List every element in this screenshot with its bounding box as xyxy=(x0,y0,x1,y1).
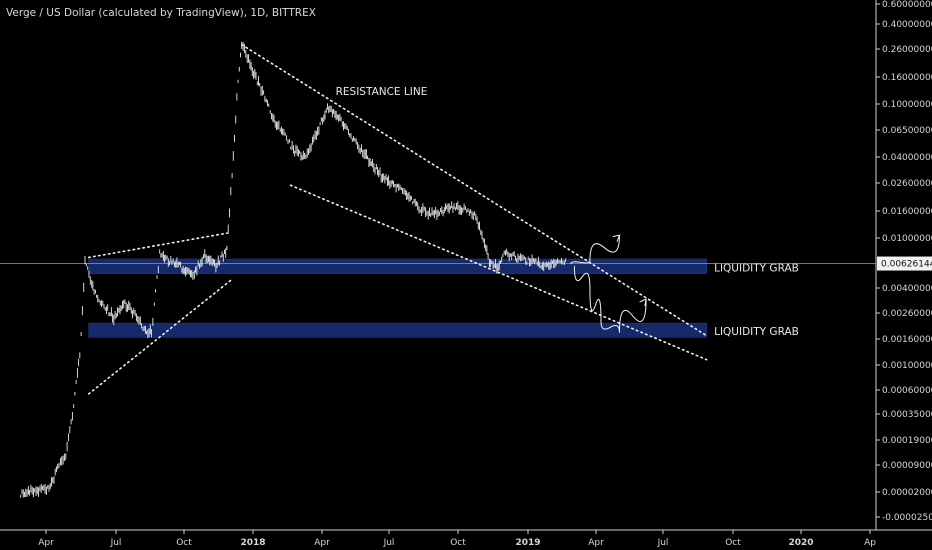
liquidity-grab-upper: LIQUIDITY GRAB xyxy=(714,263,799,275)
liquidity-zone-upper xyxy=(88,258,708,274)
y-tick-label: 0.00400000 xyxy=(882,284,932,294)
resistance-line xyxy=(240,43,708,337)
y-tick-label: 0.40000000 xyxy=(882,20,932,30)
y-tick-label: 0.00160000 xyxy=(882,335,932,345)
x-tick-label: Apr xyxy=(38,538,54,548)
y-tick-label: 0.60000000 xyxy=(882,0,932,10)
x-tick-label: 2018 xyxy=(240,538,265,548)
annotations: RESISTANCE LINE LIQUIDITY GRAB LIQUIDITY G… xyxy=(336,86,799,338)
last-price-value: 0.00626144 xyxy=(881,260,932,270)
bullish-arrow-after-dip xyxy=(573,265,647,333)
y-tick-label: 0.16000000 xyxy=(882,73,932,83)
x-tick-label: Oct xyxy=(725,538,741,548)
x-tick-label: Apr xyxy=(588,538,604,548)
trend-lines xyxy=(87,43,708,395)
y-tick-label: 0.00100000 xyxy=(882,361,932,371)
liquidity-zone-lower xyxy=(88,322,708,338)
y-tick-label: 0.00035000 xyxy=(882,410,932,420)
x-tick-label: 2020 xyxy=(788,538,813,548)
y-tick-label: 0.10000000 xyxy=(882,100,932,110)
y-tick-label: 0.00009000 xyxy=(882,461,932,471)
y-tick-label: 0.00019000 xyxy=(882,436,932,446)
support-line xyxy=(289,184,708,361)
projection-arrows xyxy=(570,234,647,333)
y-tick-label: 0.00260000 xyxy=(882,309,932,319)
resistance-label: RESISTANCE LINE xyxy=(336,86,428,98)
bullish-arrow-short xyxy=(570,235,620,265)
bullish-arrow-after-dip-head xyxy=(639,298,647,307)
bullish-arrow-short-head xyxy=(612,234,621,242)
y-tick-label: 0.00060000 xyxy=(882,386,932,396)
y-tick-label: 0.02600000 xyxy=(882,179,932,189)
y-tick-label: 0.06500000 xyxy=(882,126,932,136)
y-tick-label: 0.01000000 xyxy=(882,234,932,244)
x-tick-label: Oct xyxy=(176,538,192,548)
y-tick-label: 0.26000000 xyxy=(882,45,932,55)
lower-wedge-line xyxy=(87,279,232,395)
last-price-badge xyxy=(877,256,932,271)
y-tick-label: 0.00002000 xyxy=(882,488,932,498)
upper-wedge-line xyxy=(87,231,232,259)
x-tick-label: Jul xyxy=(383,538,395,548)
x-tick-label: Apr xyxy=(314,538,330,548)
price-series xyxy=(20,41,567,498)
x-tick-label: Oct xyxy=(450,538,466,548)
x-tick-label: Ap xyxy=(864,538,876,548)
x-tick-label: Jul xyxy=(110,538,122,548)
x-tick-label: Jul xyxy=(657,538,669,548)
chart-title: Verge / US Dollar (calculated by Trading… xyxy=(6,7,316,19)
y-tick-label: 0.01600000 xyxy=(882,207,932,217)
y-tick-label: 0.04000000 xyxy=(882,153,932,163)
liquidity-grab-lower: LIQUIDITY GRAB xyxy=(714,326,799,338)
x-tick-label: 2019 xyxy=(515,538,540,548)
